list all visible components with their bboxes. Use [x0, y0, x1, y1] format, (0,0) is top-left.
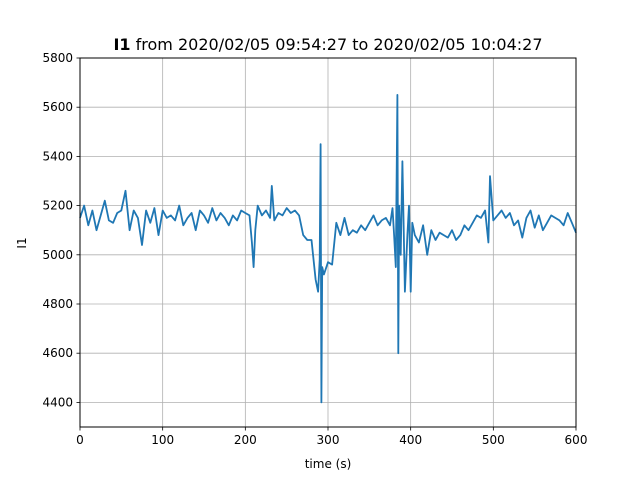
y-tick-label: 4400 [42, 395, 73, 409]
y-tick-label: 4600 [42, 346, 73, 360]
x-tick-label: 300 [317, 433, 340, 447]
grid [80, 58, 576, 427]
y-tick-label: 4800 [42, 297, 73, 311]
x-axis-ticks: 0 100 200 300 400 500 600 [76, 427, 587, 447]
x-tick-label: 400 [399, 433, 422, 447]
series-line [79, 94, 577, 404]
y-axis-label: I1 [15, 237, 29, 248]
x-tick-label: 500 [482, 433, 505, 447]
y-tick-label: 5400 [42, 149, 73, 163]
y-tick-label: 5800 [42, 51, 73, 65]
y-tick-label: 5200 [42, 199, 73, 213]
x-tick-label: 200 [234, 433, 257, 447]
chart-title-range: from 2020/02/05 09:54:27 to 2020/02/05 1… [131, 35, 543, 54]
chart-title: I1 from 2020/02/05 09:54:27 to 2020/02/0… [113, 35, 542, 54]
x-tick-label: 600 [565, 433, 588, 447]
y-tick-label: 5000 [42, 248, 73, 262]
y-tick-label: 5600 [42, 100, 73, 114]
y-axis-ticks: 4400 4600 4800 5000 5200 5400 5600 5800 [42, 51, 80, 409]
x-tick-label: 0 [76, 433, 84, 447]
chart-title-series: I1 [113, 35, 130, 54]
x-tick-label: 100 [151, 433, 174, 447]
plot-area [79, 94, 577, 404]
x-axis-label: time (s) [305, 457, 352, 471]
